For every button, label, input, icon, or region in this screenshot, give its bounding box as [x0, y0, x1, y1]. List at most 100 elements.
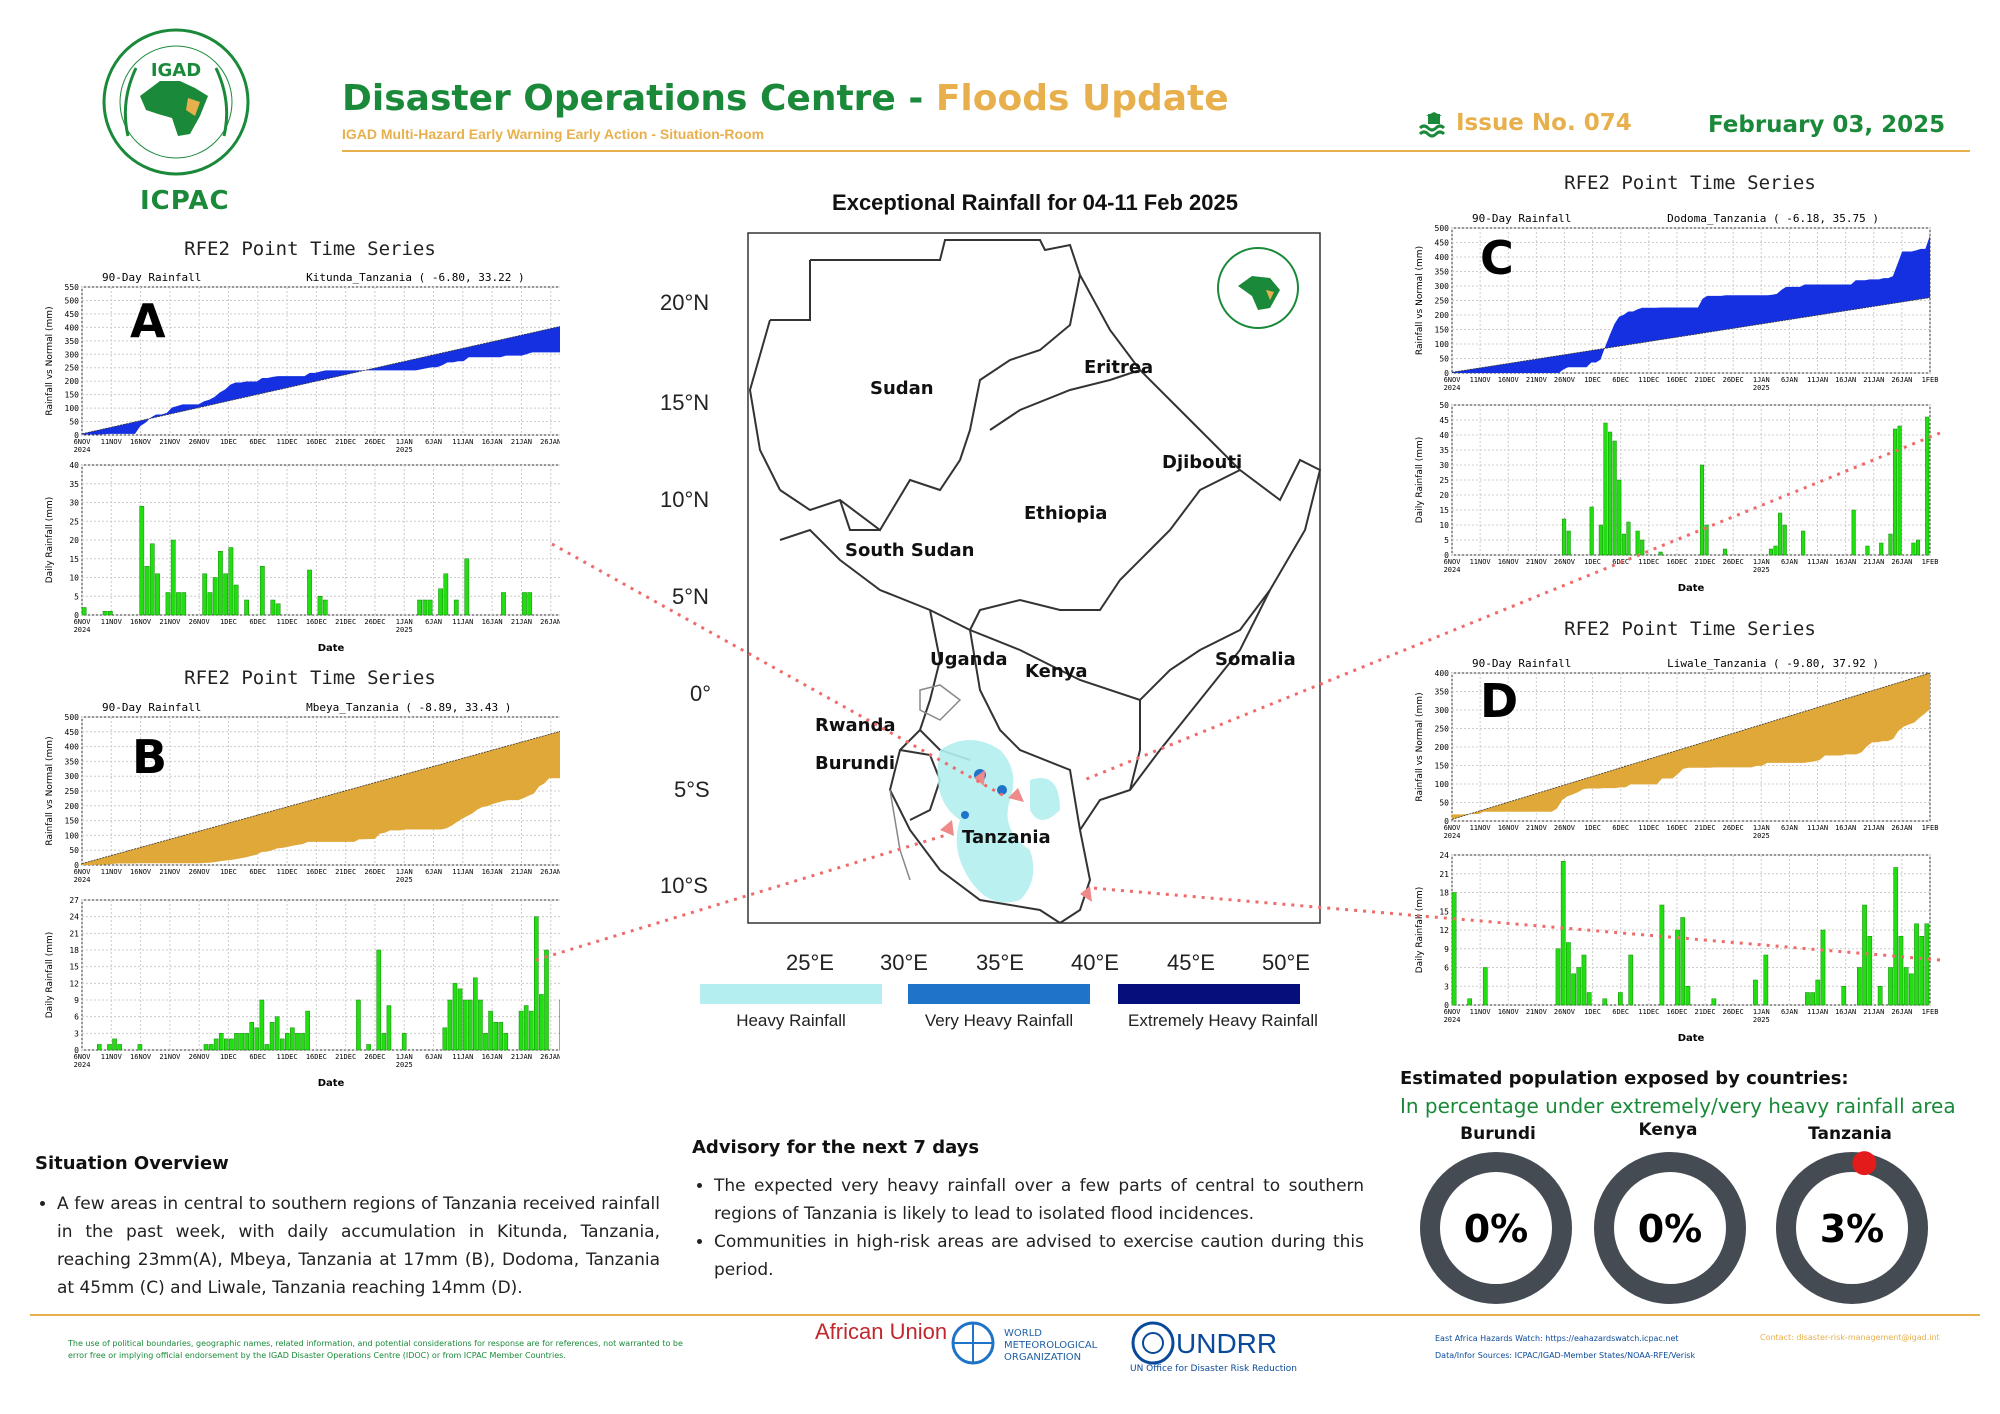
- y-tick-label: 10: [1439, 521, 1449, 530]
- y-tick-label: 12: [1439, 926, 1449, 935]
- daily-rain-bar: [478, 999, 483, 1051]
- situation-text: A few areas in central to southern regio…: [35, 1190, 660, 1302]
- daily-rain-bar: [1897, 425, 1902, 556]
- x-tick-label: 11JAN: [452, 868, 473, 876]
- daily-rain-bar: [1841, 986, 1847, 1006]
- x-tick-label: 1JAN: [1753, 558, 1770, 566]
- y-tick-label: 100: [1435, 340, 1450, 349]
- daily-rain-bar: [139, 506, 145, 616]
- population-subheading: In percentage under extremely/very heavy…: [1400, 1094, 1956, 1118]
- donut-value: 3%: [1820, 1207, 1885, 1251]
- bottom-y-axis-label: Daily Rainfall (mm): [45, 497, 55, 584]
- x-tick-label: 11NOV: [101, 618, 123, 626]
- daily-rain-bar: [96, 1044, 102, 1051]
- footer-divider: [30, 1314, 1980, 1316]
- x-tick-label: 16NOV: [130, 438, 152, 446]
- y-tick-label: 450: [65, 310, 80, 319]
- x-tick-label: 1DEC: [220, 618, 237, 626]
- x-tick-label: 6DEC: [249, 1053, 266, 1061]
- bottom-y-axis-label: Daily Rainfall (mm): [45, 932, 55, 1019]
- page-title: Disaster Operations Centre - Floods Upda…: [342, 78, 1229, 119]
- header-divider: [342, 150, 1970, 152]
- donut-country-tanzania: Tanzania: [1808, 1124, 1892, 1144]
- daily-rain-bar: [534, 916, 539, 1051]
- y-tick-label: 350: [1435, 268, 1450, 277]
- station-label: Liwale_Tanzania ( -9.80, 37.92 ): [1667, 657, 1879, 670]
- y-tick-label: 150: [65, 817, 80, 826]
- daily-rain-bar: [259, 999, 265, 1051]
- y-tick-label: 5: [74, 592, 79, 601]
- donut-ring: [1594, 1152, 1746, 1304]
- y-tick-label: 0: [74, 431, 79, 440]
- x-tick-label: 16DEC: [1666, 824, 1687, 832]
- y-tick-label: 250: [65, 364, 80, 373]
- x-tick-label: 11DEC: [1638, 558, 1659, 566]
- label-djibouti: Djibouti: [1162, 452, 1243, 473]
- daily-rain-bar: [1768, 548, 1773, 556]
- x-tick-label: 21DEC: [1695, 558, 1716, 566]
- x-tick-label: 21NOV: [159, 438, 181, 446]
- x-tick-label: 6DEC: [249, 868, 266, 876]
- daily-rain-bar: [317, 596, 323, 616]
- daily-rain-bar: [213, 1038, 219, 1051]
- daily-rain-bar: [1919, 936, 1925, 1006]
- x-tick-label: 6DEC: [249, 438, 266, 446]
- y-tick-label: 500: [65, 296, 80, 305]
- y-tick-label: 350: [65, 757, 80, 766]
- y-tick-label: 45: [1439, 416, 1449, 425]
- daily-rain-bar: [1851, 509, 1856, 556]
- x-tick-label: 1FEB: [1922, 558, 1939, 566]
- page-subtitle: IGAD Multi-Hazard Early Warning Early Ac…: [342, 126, 765, 142]
- x-tick-label: 11JAN: [1807, 376, 1828, 384]
- y-tick-label: 450: [1435, 239, 1450, 248]
- wmo-label: WORLD METEOROLOGICAL ORGANIZATION: [1004, 1328, 1098, 1363]
- daily-rain-bar: [1898, 936, 1904, 1006]
- daily-rain-bar: [488, 1010, 493, 1051]
- station-marker-b: [940, 820, 954, 836]
- footer-hazards-watch: East Africa Hazards Watch: https://eahaz…: [1435, 1334, 1679, 1343]
- x-tick-label: 26DEC: [1723, 824, 1744, 832]
- normal-line: [1451, 297, 1931, 373]
- y-tick-label: 20: [1439, 491, 1449, 500]
- x-tick-label: 6JAN: [1781, 558, 1798, 566]
- x-tick-label: 26NOV: [189, 868, 211, 876]
- x-tick-label: 21JAN: [511, 438, 532, 446]
- daily-rain-bar: [203, 1044, 209, 1051]
- x-tick-label: 16JAN: [482, 618, 503, 626]
- footer-disclaimer: The use of political boundaries, geograp…: [68, 1339, 683, 1360]
- x-tick-label: 2024: [1444, 832, 1461, 840]
- panel-d: RFE2 Point Time Series: [1440, 618, 1940, 640]
- daily-rain-bar: [112, 1038, 117, 1051]
- daily-rain-bar: [1659, 904, 1665, 1006]
- footer-contact[interactable]: Contact: disaster-risk-management@igad.i…: [1760, 1333, 1940, 1342]
- daily-rain-bar: [522, 592, 527, 616]
- x-tick-label: 2025: [396, 446, 413, 454]
- daily-rain-bar: [1888, 533, 1893, 556]
- daily-rain-bar: [1862, 904, 1867, 1006]
- y-tick-label: 9: [74, 996, 79, 1005]
- y-tick-label: 250: [65, 787, 80, 796]
- daily-rain-bar: [305, 1010, 310, 1051]
- y-tick-label: 50: [1439, 799, 1449, 808]
- lat-label: 5°S: [674, 777, 710, 802]
- legend-label-very-heavy: Very Heavy Rainfall: [924, 1011, 1074, 1030]
- daily-rain-bar: [1581, 954, 1587, 1006]
- lon-label: 50°E: [1262, 950, 1310, 975]
- y-tick-label: 35: [69, 480, 79, 489]
- x-tick-label: 21NOV: [1526, 824, 1548, 832]
- y-tick-label: 400: [65, 743, 80, 752]
- lon-label: 30°E: [880, 950, 928, 975]
- label-burundi: Burundi: [815, 753, 896, 774]
- daily-rain-bar: [279, 1038, 285, 1051]
- label-tanzania: Tanzania: [962, 827, 1051, 848]
- daily-rain-bar: [1628, 954, 1634, 1006]
- x-tick-label: 26DEC: [364, 868, 385, 876]
- top-chart-left-label: 90-Day Rainfall: [102, 271, 201, 284]
- y-tick-label: 21: [1439, 870, 1449, 879]
- daily-rain-bar: [244, 1033, 249, 1051]
- x-tick-label: 6JAN: [425, 618, 442, 626]
- y-tick-label: 15: [69, 555, 79, 564]
- daily-rain-bar: [417, 599, 422, 616]
- x-tick-label: 11NOV: [1470, 558, 1492, 566]
- daily-rain-bar: [464, 558, 470, 616]
